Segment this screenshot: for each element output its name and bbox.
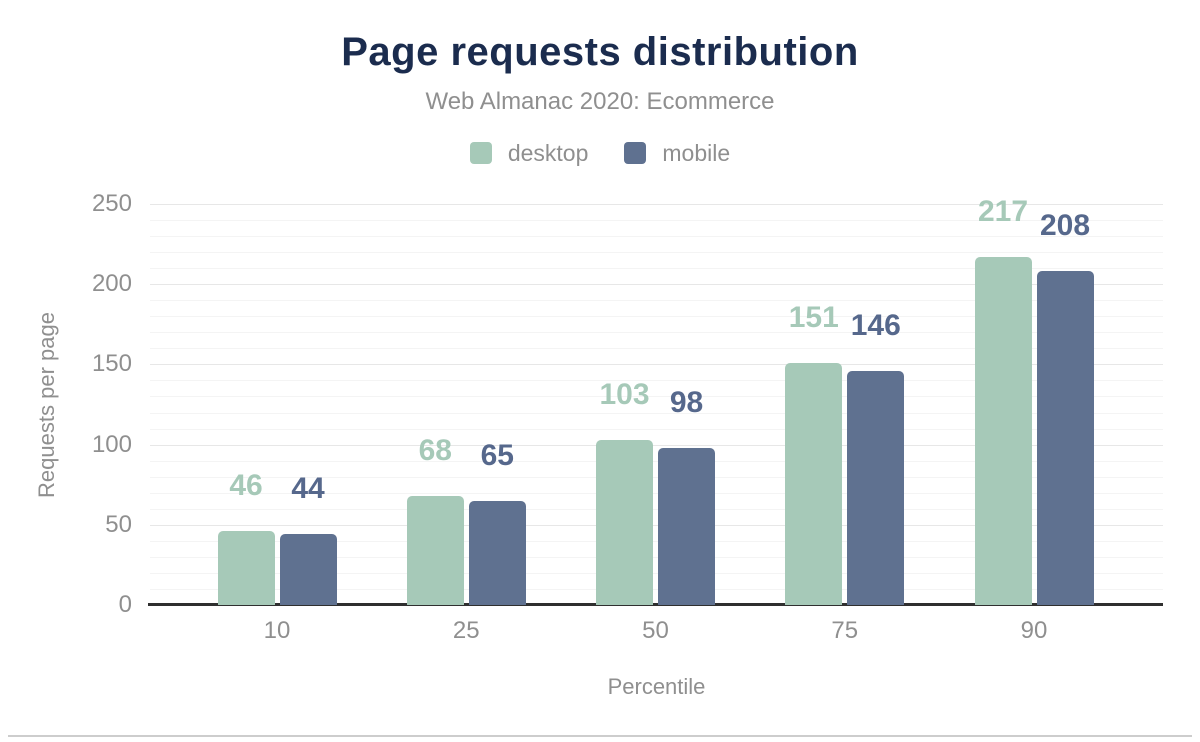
- legend-label: desktop: [507, 140, 589, 166]
- chart-subtitle: Web Almanac 2020: Ecommerce: [425, 88, 775, 115]
- gridline-minor: [150, 380, 1163, 382]
- bar-desktop-p90: [974, 256, 1032, 605]
- legend-label: mobile: [662, 140, 731, 166]
- gridline-major: [150, 364, 1163, 366]
- gridline-minor: [150, 268, 1163, 270]
- bar-mobile-p50: [658, 447, 715, 605]
- bar-value-mobile-p50: 98: [669, 385, 704, 419]
- x-tick-label: 90: [1020, 617, 1048, 644]
- bar-mobile-p90: [1036, 271, 1094, 605]
- gridline-minor: [150, 572, 1163, 574]
- gridline-minor: [150, 476, 1163, 478]
- bar-desktop-p75: [785, 362, 843, 605]
- gridline-minor: [150, 316, 1163, 318]
- gridline-minor: [150, 588, 1163, 590]
- bar-value-desktop-p50: 103: [599, 377, 650, 411]
- legend-item-mobile[interactable]: mobile: [624, 140, 730, 166]
- gridline-minor: [150, 492, 1163, 494]
- gridline-minor: [150, 396, 1163, 398]
- gridline-minor: [150, 300, 1163, 302]
- y-tick-label: 0: [118, 591, 132, 618]
- legend-swatch-desktop: [469, 142, 492, 164]
- bar-value-mobile-p90: 208: [1039, 209, 1091, 243]
- plot-area: 46 44 68 65 103 98 151 146 217 208: [148, 196, 1163, 606]
- x-tick-label: 50: [642, 617, 669, 644]
- x-tick-label: 75: [831, 617, 859, 644]
- x-axis-line: [148, 603, 1163, 606]
- y-tick-label: 150: [91, 350, 132, 378]
- bar-desktop-p10: [217, 531, 275, 605]
- gridline-major: [150, 524, 1163, 526]
- y-tick-label: 50: [105, 510, 132, 538]
- gridline-minor: [150, 236, 1163, 238]
- gridline-major: [150, 444, 1163, 446]
- bar-value-mobile-p75: 146: [850, 308, 901, 342]
- bar-mobile-p75: [847, 370, 905, 605]
- y-tick-label: 200: [91, 270, 132, 298]
- y-tick-label: 100: [91, 430, 132, 458]
- gridline-minor: [150, 508, 1163, 510]
- gridline-minor: [150, 460, 1163, 462]
- gridline-minor: [150, 556, 1163, 558]
- chart-legend: desktop mobile: [0, 140, 1200, 166]
- bar-mobile-p25: [468, 500, 526, 605]
- gridline-minor: [150, 540, 1163, 542]
- gridline-major: [150, 284, 1163, 286]
- gridline-minor: [150, 252, 1163, 254]
- gridline-minor: [150, 332, 1163, 334]
- gridline-minor: [150, 220, 1163, 222]
- legend-item-desktop[interactable]: desktop: [469, 140, 589, 166]
- bar-value-desktop-p75: 151: [788, 300, 839, 334]
- chart-title: Page requests distribution: [341, 30, 859, 74]
- gridline-minor: [150, 348, 1163, 350]
- y-tick-label: 250: [91, 190, 132, 217]
- bar-value-desktop-p25: 68: [418, 433, 452, 467]
- bar-mobile-p10: [279, 534, 337, 605]
- bar-value-mobile-p25: 65: [480, 438, 514, 472]
- gridline-major: [150, 204, 1163, 205]
- gridline-minor: [150, 428, 1163, 430]
- x-axis-title: Percentile: [607, 674, 706, 699]
- legend-swatch-mobile: [624, 142, 647, 164]
- y-axis-title: Requests per page: [34, 312, 59, 498]
- bar-desktop-p50: [596, 439, 653, 605]
- x-tick-label: 25: [452, 617, 480, 644]
- footer-divider: [8, 735, 1192, 737]
- x-tick-label: 10: [263, 617, 291, 644]
- bar-value-mobile-p10: 44: [291, 472, 325, 506]
- gridline-minor: [150, 412, 1163, 414]
- bar-desktop-p25: [406, 495, 464, 605]
- bar-value-desktop-p90: 217: [977, 194, 1029, 228]
- bar-value-desktop-p10: 46: [229, 469, 263, 503]
